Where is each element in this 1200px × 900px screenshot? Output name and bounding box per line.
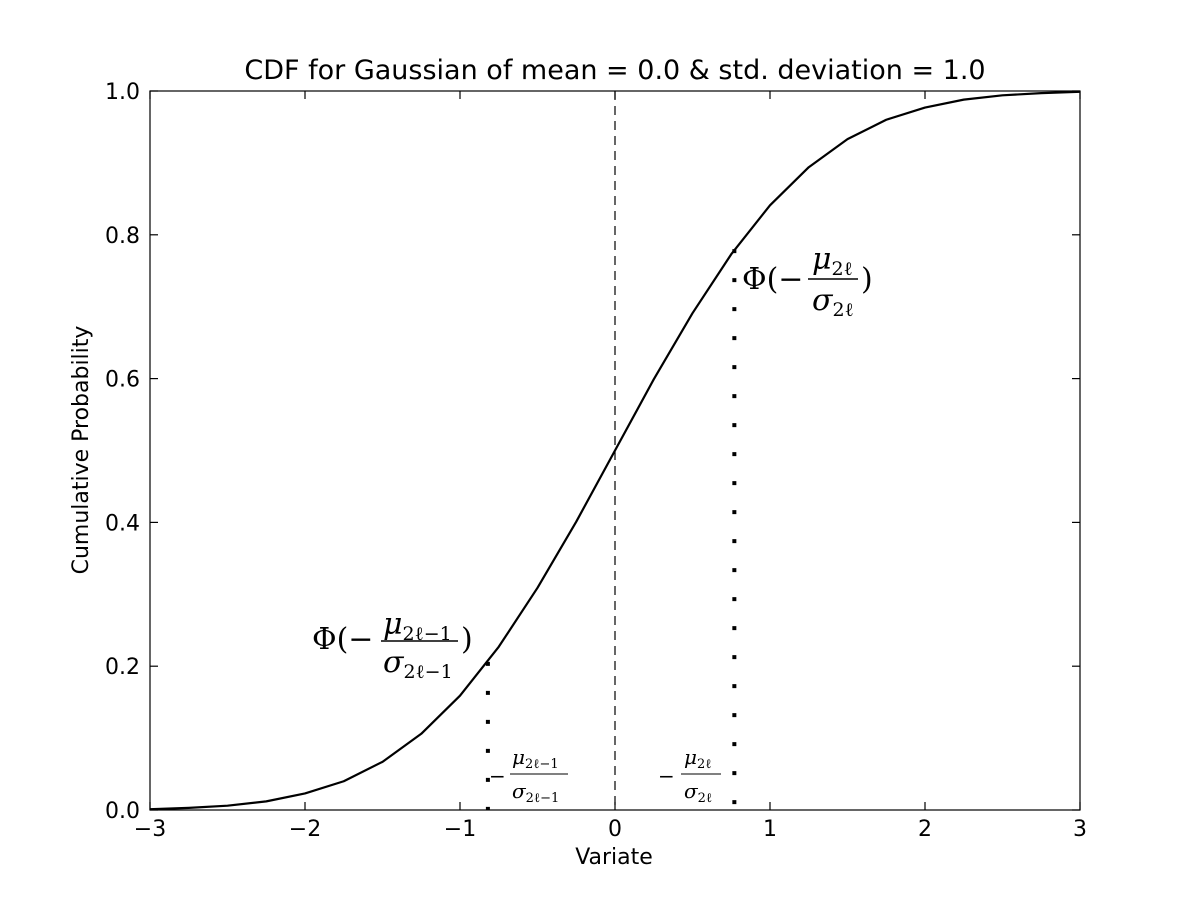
- phi-left-denominator: σ2ℓ−1: [383, 645, 453, 683]
- x-tick-label: 2: [918, 817, 932, 842]
- phi-right-denominator: σ2ℓ: [812, 283, 854, 321]
- y-axis-label: Cumulative Probability: [69, 326, 94, 575]
- x-tick-label: 1: [763, 817, 777, 842]
- phi-right-numerator: μ2ℓ: [812, 242, 853, 280]
- phi-right-prefix: Φ(−: [742, 262, 803, 297]
- y-tick-label: 0.6: [105, 368, 140, 393]
- chart-title: CDF for Gaussian of mean = 0.0 & std. de…: [244, 55, 985, 86]
- y-tick-label: 1.0: [105, 80, 140, 105]
- x-left-denominator: σ2ℓ−1: [512, 779, 559, 806]
- phi-left-annotation: Φ(− μ2ℓ−1 σ2ℓ−1 ): [312, 607, 473, 683]
- x-left-prefix: −: [489, 764, 506, 788]
- cdf-curve: [149, 90, 1081, 811]
- x-right-prefix: −: [658, 764, 675, 788]
- y-tick-label: 0.2: [105, 655, 140, 680]
- phi-left-numerator: μ2ℓ−1: [383, 607, 452, 645]
- x-tick-label: 0: [608, 817, 622, 842]
- x-right-annotation: − μ2ℓ σ2ℓ: [658, 745, 721, 806]
- x-tick-label: 3: [1073, 817, 1087, 842]
- phi-left-suffix: ): [461, 622, 473, 657]
- y-tick-label: 0.0: [105, 799, 140, 824]
- x-axis-label: Variate: [575, 845, 653, 870]
- y-tick-label: 0.4: [105, 511, 140, 536]
- phi-right-annotation: Φ(− μ2ℓ σ2ℓ ): [742, 242, 873, 321]
- x-tick-label: −3: [134, 817, 166, 842]
- phi-left-prefix: Φ(−: [312, 622, 373, 657]
- x-right-denominator: σ2ℓ: [684, 779, 712, 806]
- x-tick-label: −1: [444, 817, 476, 842]
- x-right-numerator: μ2ℓ: [684, 745, 712, 772]
- y-tick-label: 0.8: [105, 224, 140, 249]
- x-left-annotation: − μ2ℓ−1 σ2ℓ−1: [489, 745, 568, 806]
- x-left-numerator: μ2ℓ−1: [512, 745, 559, 772]
- x-tick-label: −2: [289, 817, 321, 842]
- y-axis-ticks: 0.0 0.2 0.4 0.6 0.8 1.0: [105, 80, 1080, 824]
- phi-right-suffix: ): [861, 262, 873, 297]
- x-axis-ticks: −3 −2 −1 0 1 2 3: [134, 91, 1087, 842]
